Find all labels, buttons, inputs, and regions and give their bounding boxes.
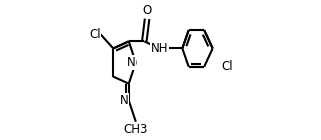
Text: N: N xyxy=(126,56,135,69)
Text: CH3: CH3 xyxy=(124,123,148,136)
Text: O: O xyxy=(143,4,152,17)
Text: Cl: Cl xyxy=(89,28,100,41)
Text: Cl: Cl xyxy=(89,28,100,41)
Text: O: O xyxy=(143,4,152,17)
Text: N: N xyxy=(120,94,129,107)
Text: NH: NH xyxy=(151,42,169,55)
Text: N: N xyxy=(120,94,129,107)
Text: Cl: Cl xyxy=(221,60,233,73)
Text: N: N xyxy=(126,56,135,69)
Text: NH: NH xyxy=(151,42,169,55)
Text: CH3: CH3 xyxy=(124,123,148,136)
Text: Cl: Cl xyxy=(221,60,233,73)
